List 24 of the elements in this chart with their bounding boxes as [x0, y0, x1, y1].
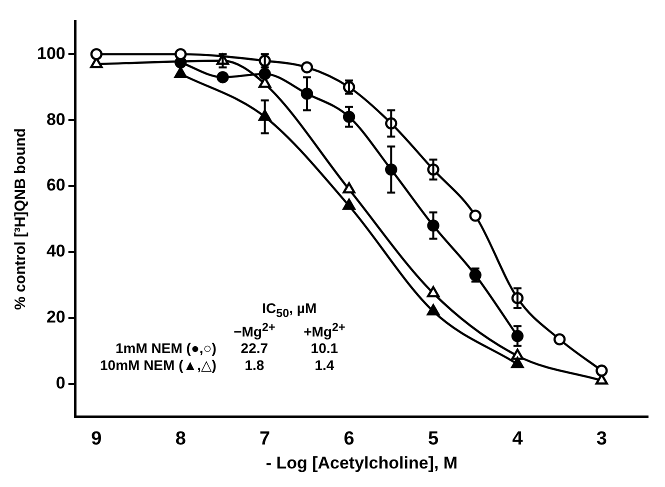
x-tick-label: 6 [344, 428, 354, 450]
annotation: 1.4 [314, 357, 336, 374]
annotation: IC$_{50}$, µM [261, 300, 318, 320]
annotation: 1.8 [244, 357, 266, 374]
annotation: +Mg$^{2+}$ [302, 320, 346, 340]
y-tick-label: 100 [36, 44, 66, 63]
y-axis-title: % control [³H]QNB bound [12, 128, 30, 310]
annotation: 22.7 [240, 340, 270, 356]
x-tick-label: 8 [175, 428, 186, 450]
x-tick-label: 7 [260, 428, 270, 450]
annotation: 10.1 [310, 340, 340, 356]
y-tick-label: 20 [46, 308, 66, 327]
x-axis-title: - Log [Acetylcholine], M [266, 453, 458, 472]
annotation: 1mM NEM (●,○) [114, 340, 216, 356]
y-tick-label: 40 [46, 242, 66, 261]
x-tick-label: 5 [428, 428, 439, 450]
annotation: 10mM NEM (▲,△) [100, 357, 216, 374]
annotation: −Mg$^{2+}$ [232, 320, 276, 340]
x-tick-label: 3 [596, 428, 607, 450]
x-tick-label: 4 [512, 428, 524, 450]
y-tick-label: 0 [56, 374, 66, 393]
y-tick-label: 60 [46, 176, 66, 195]
x-tick-label: 9 [91, 428, 102, 450]
y-tick-label: 80 [46, 110, 66, 129]
